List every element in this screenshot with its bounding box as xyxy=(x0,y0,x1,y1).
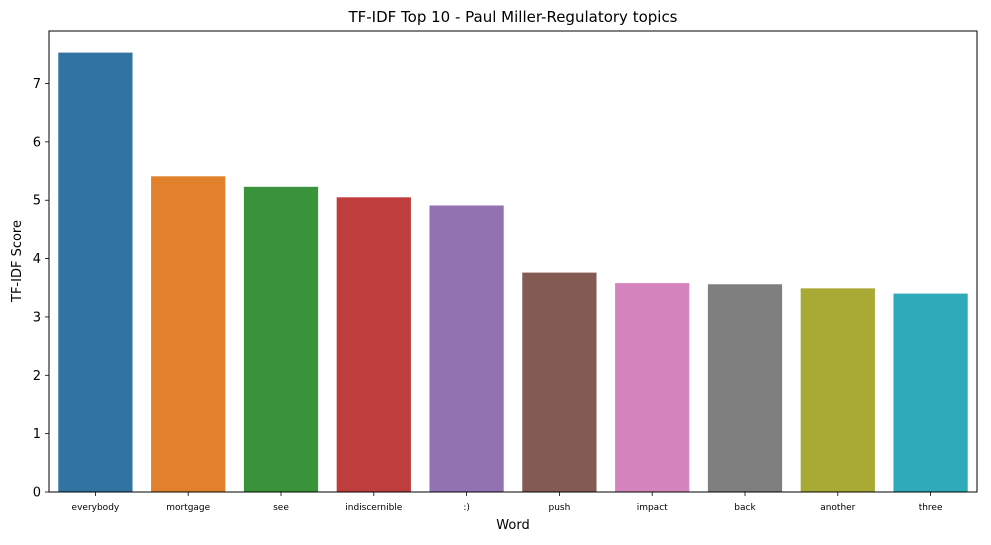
y-tick-label: 1 xyxy=(33,427,41,442)
plot-frame xyxy=(48,30,978,493)
bar-6 xyxy=(615,283,690,492)
y-tick-label: 7 xyxy=(33,77,41,92)
y-tick-label: 4 xyxy=(33,252,41,267)
chart-title: TF-IDF Top 10 - Paul Miller-Regulatory t… xyxy=(347,8,677,26)
bars-layer xyxy=(58,52,968,493)
x-tick-label: see xyxy=(273,503,289,513)
bar-4 xyxy=(429,205,504,493)
x-axis-ticks: everybody mortgage see indiscernible:) push i… xyxy=(72,492,943,513)
x-tick-label: push xyxy=(548,503,570,513)
bar-9 xyxy=(893,293,968,492)
x-tick-label: three xyxy=(919,503,943,513)
x-tick-label: another xyxy=(820,503,855,513)
x-tick-label: back xyxy=(734,503,756,513)
x-axis-label: Word xyxy=(496,518,529,533)
bar-5 xyxy=(522,272,597,492)
bar-3 xyxy=(336,197,411,492)
x-tick-label: mortgage xyxy=(166,503,210,513)
y-tick-label: 2 xyxy=(33,369,41,384)
bar-1 xyxy=(151,176,226,493)
x-tick-label: :) xyxy=(463,503,470,513)
y-axis-ticks: 0 1 2 3 4 5 6 7 xyxy=(33,77,49,501)
bar-2 xyxy=(243,186,319,492)
y-tick-label: 5 xyxy=(33,194,41,209)
y-tick-label: 6 xyxy=(33,135,41,150)
x-tick-label: impact xyxy=(637,503,668,513)
y-tick-label: 0 xyxy=(33,486,41,501)
y-tick-label: 3 xyxy=(33,310,41,325)
y-axis-label: TF-IDF Score xyxy=(10,220,25,303)
bar-0 xyxy=(58,52,133,493)
x-tick-label: everybody xyxy=(72,503,120,513)
bar-8 xyxy=(800,288,875,492)
bar-7 xyxy=(707,284,783,492)
x-tick-label: indiscernible xyxy=(345,503,403,513)
